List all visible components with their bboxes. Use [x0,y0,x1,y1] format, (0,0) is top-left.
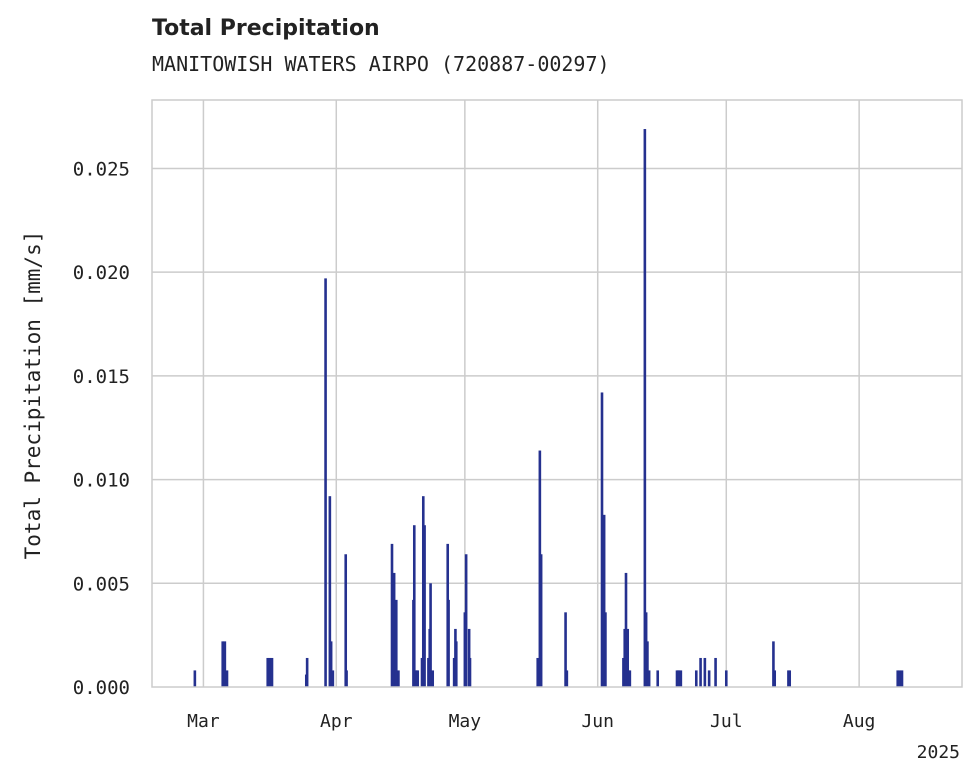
precip-bar [624,572,628,687]
precip-bar [699,657,702,687]
precip-bar [431,670,435,687]
precip-bar [464,554,468,687]
precip-bar [344,554,348,687]
precip-bar [724,670,728,687]
y-tick-label: 0.010 [73,470,130,492]
y-tick-label: 0.015 [73,366,130,388]
precip-bar [397,670,400,687]
precip-bar [429,583,432,687]
precip-bar [329,641,333,687]
year-label: 2025 [917,742,960,763]
precip-bar [539,554,543,687]
precip-bar [266,657,270,687]
precip-bar [412,525,416,687]
precip-bar [564,612,567,687]
x-tick-label: Jul [710,711,743,732]
grid-layer [152,100,962,687]
precip-bar [646,641,649,687]
precip-bar [394,599,398,687]
precip-bar [221,641,225,687]
precip-bar [707,670,711,687]
y-tick-label: 0.000 [73,677,130,699]
y-tick-label: 0.025 [73,158,130,180]
precip-bar [900,670,904,687]
precip-bar [447,599,450,687]
precip-bar [193,670,197,687]
y-tick-label: 0.005 [73,573,130,595]
precip-bar [677,670,681,687]
chart-subtitle: MANITOWISH WATERS AIRPO (720887-00297) [152,52,610,76]
precip-bar [647,670,651,687]
precip-bar [536,657,540,687]
precip-bar [604,612,607,687]
precip-bar [423,525,426,687]
x-tick-labels: Mar Apr May Jun Jul Aug [187,711,875,732]
precip-bar [600,392,604,687]
precip-bar [331,670,335,687]
precip-bar [416,670,420,687]
precip-bar [714,657,717,687]
precip-bar [679,670,683,687]
precip-bar [268,657,272,687]
x-tick-label: May [449,711,482,732]
bars-layer [193,129,904,687]
precip-bar [703,657,707,687]
precip-bar [328,496,332,687]
precip-bar [392,572,396,687]
x-tick-label: Aug [843,711,876,732]
y-axis-label: Total Precipitation [mm/s] [21,231,45,560]
x-tick-label: Jun [581,711,614,732]
precip-bar [626,628,630,687]
chart-title: Total Precipitation [152,16,380,41]
precip-bar [896,670,900,687]
plot-frame [151,99,963,688]
precip-bar [345,670,348,687]
precip-bar [305,657,309,687]
precip-bar [788,670,792,687]
precip-bar [324,278,327,687]
y-tick-label: 0.020 [73,262,130,284]
y-tick-labels: 0.000 0.005 0.010 0.015 0.020 0.025 [73,158,130,699]
precip-bar [643,129,647,687]
precip-bar [628,670,632,687]
x-tick-label: Apr [320,711,353,732]
precip-bar [602,514,606,687]
precip-bar [468,657,472,687]
precip-bar [773,670,777,687]
precip-bar [565,670,569,687]
precip-bar [898,670,902,687]
x-tick-label: Mar [187,711,220,732]
precip-bar [694,670,698,687]
precip-bar [223,641,227,687]
precip-bar [454,641,458,687]
precip-bar [225,670,229,687]
precip-bar [656,670,660,687]
precip-bar [772,641,775,687]
precip-bar [390,543,394,687]
precip-bar [270,657,274,687]
